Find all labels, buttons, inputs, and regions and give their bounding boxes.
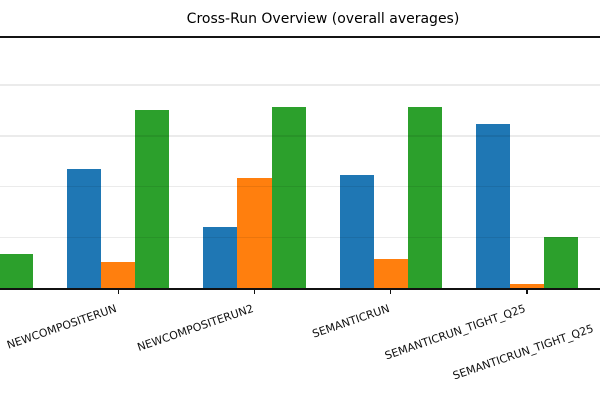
- bar-orange: [101, 261, 136, 289]
- bar-green: [135, 110, 170, 289]
- top-spine: [0, 36, 600, 38]
- x-tick-label: NEWCOMPOSITERUN2: [135, 302, 255, 355]
- bar-blue: [339, 175, 374, 289]
- gridline: [0, 135, 600, 137]
- x-axis-line: [0, 287, 600, 290]
- bar-green: [0, 254, 34, 289]
- bar-green: [271, 107, 306, 289]
- bar-green: [407, 107, 442, 289]
- gridline: [0, 236, 600, 239]
- gridline: [0, 185, 600, 188]
- x-tick: [526, 289, 528, 294]
- bar-blue: [67, 168, 102, 289]
- bar-orange: [373, 258, 408, 289]
- gridline: [0, 84, 600, 86]
- bar-blue: [475, 123, 510, 289]
- x-tick-label: SEMANTICRUN_TIGHT_Q25: [383, 302, 528, 363]
- chart-title: Cross-Run Overview (overall averages): [186, 11, 460, 27]
- bar-orange: [509, 283, 544, 289]
- bar-orange: [237, 177, 272, 289]
- x-tick: [117, 289, 120, 294]
- bar-blue: [203, 227, 238, 289]
- bar-green: [543, 236, 578, 289]
- x-tick: [253, 289, 256, 294]
- x-tick: [389, 289, 392, 294]
- x-tick-label: SEMANTICRUN: [310, 302, 391, 341]
